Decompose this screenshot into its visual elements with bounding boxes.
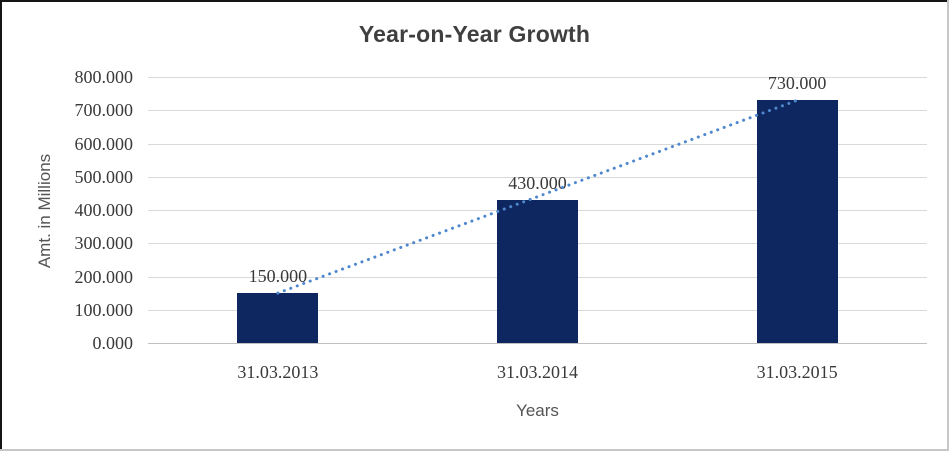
chart-title: Year-on-Year Growth <box>358 21 591 47</box>
gridline <box>148 77 927 78</box>
frame-border-left <box>0 0 2 451</box>
category-label: 31.03.2014 <box>497 362 578 382</box>
data-label: 730.000 <box>767 73 827 94</box>
y-tick-label: 800.000 <box>74 67 134 87</box>
x-axis-line <box>148 343 927 344</box>
bar-31.03.2014 <box>497 200 578 343</box>
y-tick-label: 600.000 <box>74 133 134 154</box>
category-label: 31.03.2015 <box>756 362 838 382</box>
bar-31.03.2015 <box>756 100 838 343</box>
y-tick-label: 400.000 <box>74 200 134 220</box>
x-axis-title: Years <box>516 401 559 420</box>
y-tick-label: 700.000 <box>74 100 134 121</box>
y-tick-label: 500.000 <box>74 166 134 187</box>
category-label: 31.03.2013 <box>237 362 319 382</box>
y-tick-label: 300.000 <box>74 233 134 254</box>
frame-border-top <box>0 0 949 2</box>
data-label: 430.000 <box>508 173 567 194</box>
frame-border-right <box>947 0 949 451</box>
y-tick-label: 200.000 <box>74 266 134 287</box>
y-tick-label: 100.000 <box>74 299 134 320</box>
data-label: 150.000 <box>248 266 308 287</box>
frame-border-bottom <box>0 449 949 451</box>
y-tick-label: 0.000 <box>92 333 134 353</box>
bar-31.03.2013 <box>237 293 319 343</box>
